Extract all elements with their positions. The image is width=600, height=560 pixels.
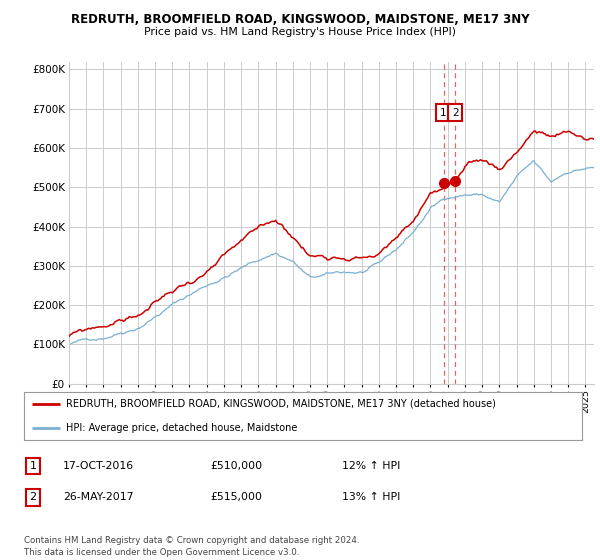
Text: REDRUTH, BROOMFIELD ROAD, KINGSWOOD, MAIDSTONE, ME17 3NY (detached house): REDRUTH, BROOMFIELD ROAD, KINGSWOOD, MAI…: [66, 399, 496, 409]
Text: HPI: Average price, detached house, Maidstone: HPI: Average price, detached house, Maid…: [66, 423, 297, 433]
Text: Price paid vs. HM Land Registry's House Price Index (HPI): Price paid vs. HM Land Registry's House …: [144, 27, 456, 37]
Text: Contains HM Land Registry data © Crown copyright and database right 2024.
This d: Contains HM Land Registry data © Crown c…: [24, 536, 359, 557]
Text: 1: 1: [29, 461, 37, 471]
Text: 13% ↑ HPI: 13% ↑ HPI: [342, 492, 400, 502]
Text: £510,000: £510,000: [210, 461, 262, 471]
Text: 17-OCT-2016: 17-OCT-2016: [63, 461, 134, 471]
Text: £515,000: £515,000: [210, 492, 262, 502]
Text: 2: 2: [452, 108, 459, 118]
Text: 1: 1: [440, 108, 446, 118]
Text: REDRUTH, BROOMFIELD ROAD, KINGSWOOD, MAIDSTONE, ME17 3NY: REDRUTH, BROOMFIELD ROAD, KINGSWOOD, MAI…: [71, 13, 529, 26]
Text: 12% ↑ HPI: 12% ↑ HPI: [342, 461, 400, 471]
Text: 2: 2: [29, 492, 37, 502]
Text: 26-MAY-2017: 26-MAY-2017: [63, 492, 133, 502]
